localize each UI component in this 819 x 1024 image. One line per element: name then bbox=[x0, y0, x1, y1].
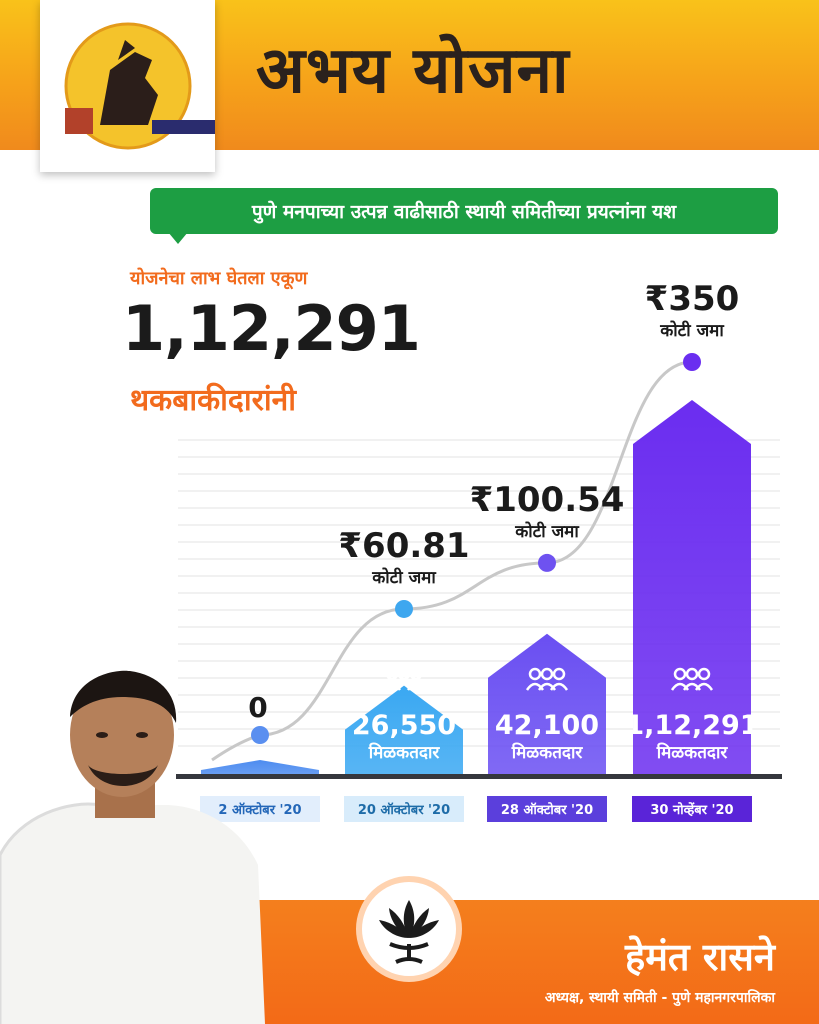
leader-photo bbox=[0, 670, 265, 1024]
line-value-label: ₹100.54 bbox=[470, 480, 625, 520]
stat-suffix: थकबाकीदारांनी bbox=[130, 383, 297, 418]
category-label: 20 ऑक्टोबर '20 bbox=[358, 802, 450, 818]
line-value-label: ₹350 bbox=[645, 279, 740, 319]
page-title: अभय योजना bbox=[256, 34, 570, 108]
bar bbox=[345, 685, 463, 774]
lotus-icon bbox=[379, 900, 439, 964]
headline-banner: पुणे मनपाच्या उत्पन्न वाढीसाठी स्थायी सम… bbox=[150, 188, 778, 234]
person-head bbox=[528, 667, 542, 681]
pmc-logo bbox=[40, 0, 215, 172]
baseline bbox=[176, 774, 782, 779]
lotus-badge bbox=[356, 876, 462, 982]
person-body bbox=[549, 682, 569, 691]
bar bbox=[488, 633, 606, 774]
person-head bbox=[685, 667, 699, 681]
line-value-label: ₹60.81 bbox=[338, 526, 469, 566]
category-pill bbox=[487, 796, 607, 822]
person-head bbox=[697, 667, 711, 681]
person-head bbox=[397, 667, 411, 681]
category-label: 2 ऑक्टोबर '20 bbox=[218, 802, 301, 818]
person-head bbox=[673, 667, 687, 681]
people-icon bbox=[670, 667, 714, 691]
category-label: 30 नोव्हेंबर '20 bbox=[650, 802, 733, 818]
leader-designation: अध्यक्ष, स्थायी समिती - पुणे महानगरपालिक… bbox=[544, 990, 775, 1006]
bar-value-label: 26,550 bbox=[352, 710, 456, 741]
people-icon bbox=[382, 667, 426, 691]
category-pill bbox=[344, 796, 464, 822]
category-pill bbox=[200, 796, 320, 822]
pmc-emblem-icon bbox=[64, 22, 215, 150]
line-unit-label: कोटी जमा bbox=[371, 567, 436, 588]
stat-caption: योजनेचा लाभ घेतला एकूण bbox=[130, 268, 308, 289]
bar-value-label: 42,100 bbox=[495, 710, 599, 741]
leader-name: हेमंत रासने bbox=[625, 935, 775, 979]
bar bbox=[633, 400, 751, 774]
person-body bbox=[406, 682, 426, 691]
person-head bbox=[409, 667, 423, 681]
line-point bbox=[683, 353, 701, 371]
bar-unit-label: मिळकतदार bbox=[511, 742, 584, 763]
person-head bbox=[552, 667, 566, 681]
stat-number: 1,12,291 bbox=[122, 292, 421, 365]
person-head bbox=[385, 667, 399, 681]
bar bbox=[201, 760, 319, 774]
bar-unit-label: मिळकतदार bbox=[368, 742, 441, 763]
line-point bbox=[395, 599, 413, 618]
bar-value-label: 1,12,291 bbox=[625, 710, 758, 741]
banner-pointer bbox=[168, 232, 188, 244]
person-body bbox=[694, 682, 714, 691]
people-icon bbox=[525, 667, 569, 691]
line-unit-label: कोटी जमा bbox=[514, 521, 579, 542]
line-point bbox=[251, 726, 269, 744]
category-label: 28 ऑक्टोबर '20 bbox=[501, 802, 593, 818]
bar-unit-label: मिळकतदार bbox=[656, 742, 729, 763]
line-point bbox=[538, 553, 556, 572]
line-unit-label: कोटी जमा bbox=[659, 320, 724, 341]
line-value-label: 0 bbox=[248, 691, 267, 724]
category-pill bbox=[632, 796, 752, 822]
person-head bbox=[540, 667, 554, 681]
